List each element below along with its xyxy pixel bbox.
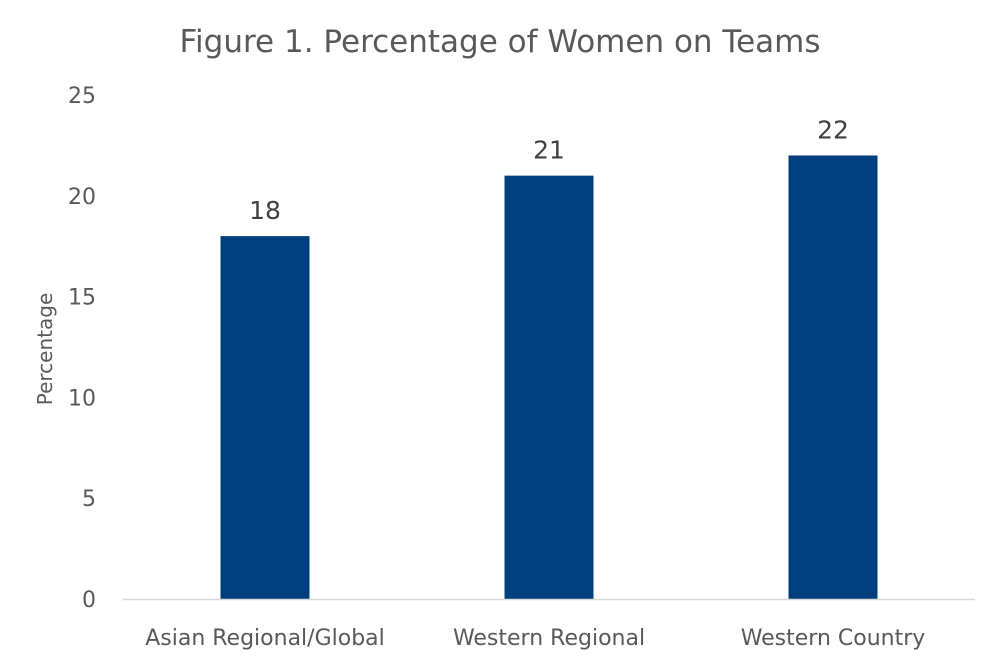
y-tick-label-4: 20 [68, 185, 96, 210]
bars [220, 155, 878, 600]
y-tick-label-5: 25 [68, 84, 96, 109]
bar-1 [504, 175, 594, 599]
x-tick-label-0: Asian Regional/Global [145, 626, 385, 651]
y-axis-ticks: 0 5 10 15 20 25 [68, 84, 96, 613]
x-tick-label-2: Western Country [741, 626, 926, 651]
x-axis-labels: Asian Regional/Global Western Regional Wes… [145, 626, 925, 651]
chart-title: Figure 1. Percentage of Women on Teams [179, 24, 820, 60]
y-tick-label-2: 10 [68, 386, 96, 411]
y-tick-label-1: 5 [82, 487, 96, 512]
y-tick-label-3: 15 [68, 286, 96, 311]
bar-2 [788, 155, 878, 600]
data-labels: 18 21 22 [249, 115, 849, 225]
y-axis-label: Percentage [33, 293, 57, 406]
y-tick-label-0: 0 [82, 588, 96, 613]
data-label-2: 22 [817, 115, 849, 144]
x-tick-label-1: Western Regional [453, 626, 645, 651]
bar-0 [220, 236, 310, 599]
data-label-1: 21 [533, 136, 565, 165]
data-label-0: 18 [249, 196, 281, 225]
